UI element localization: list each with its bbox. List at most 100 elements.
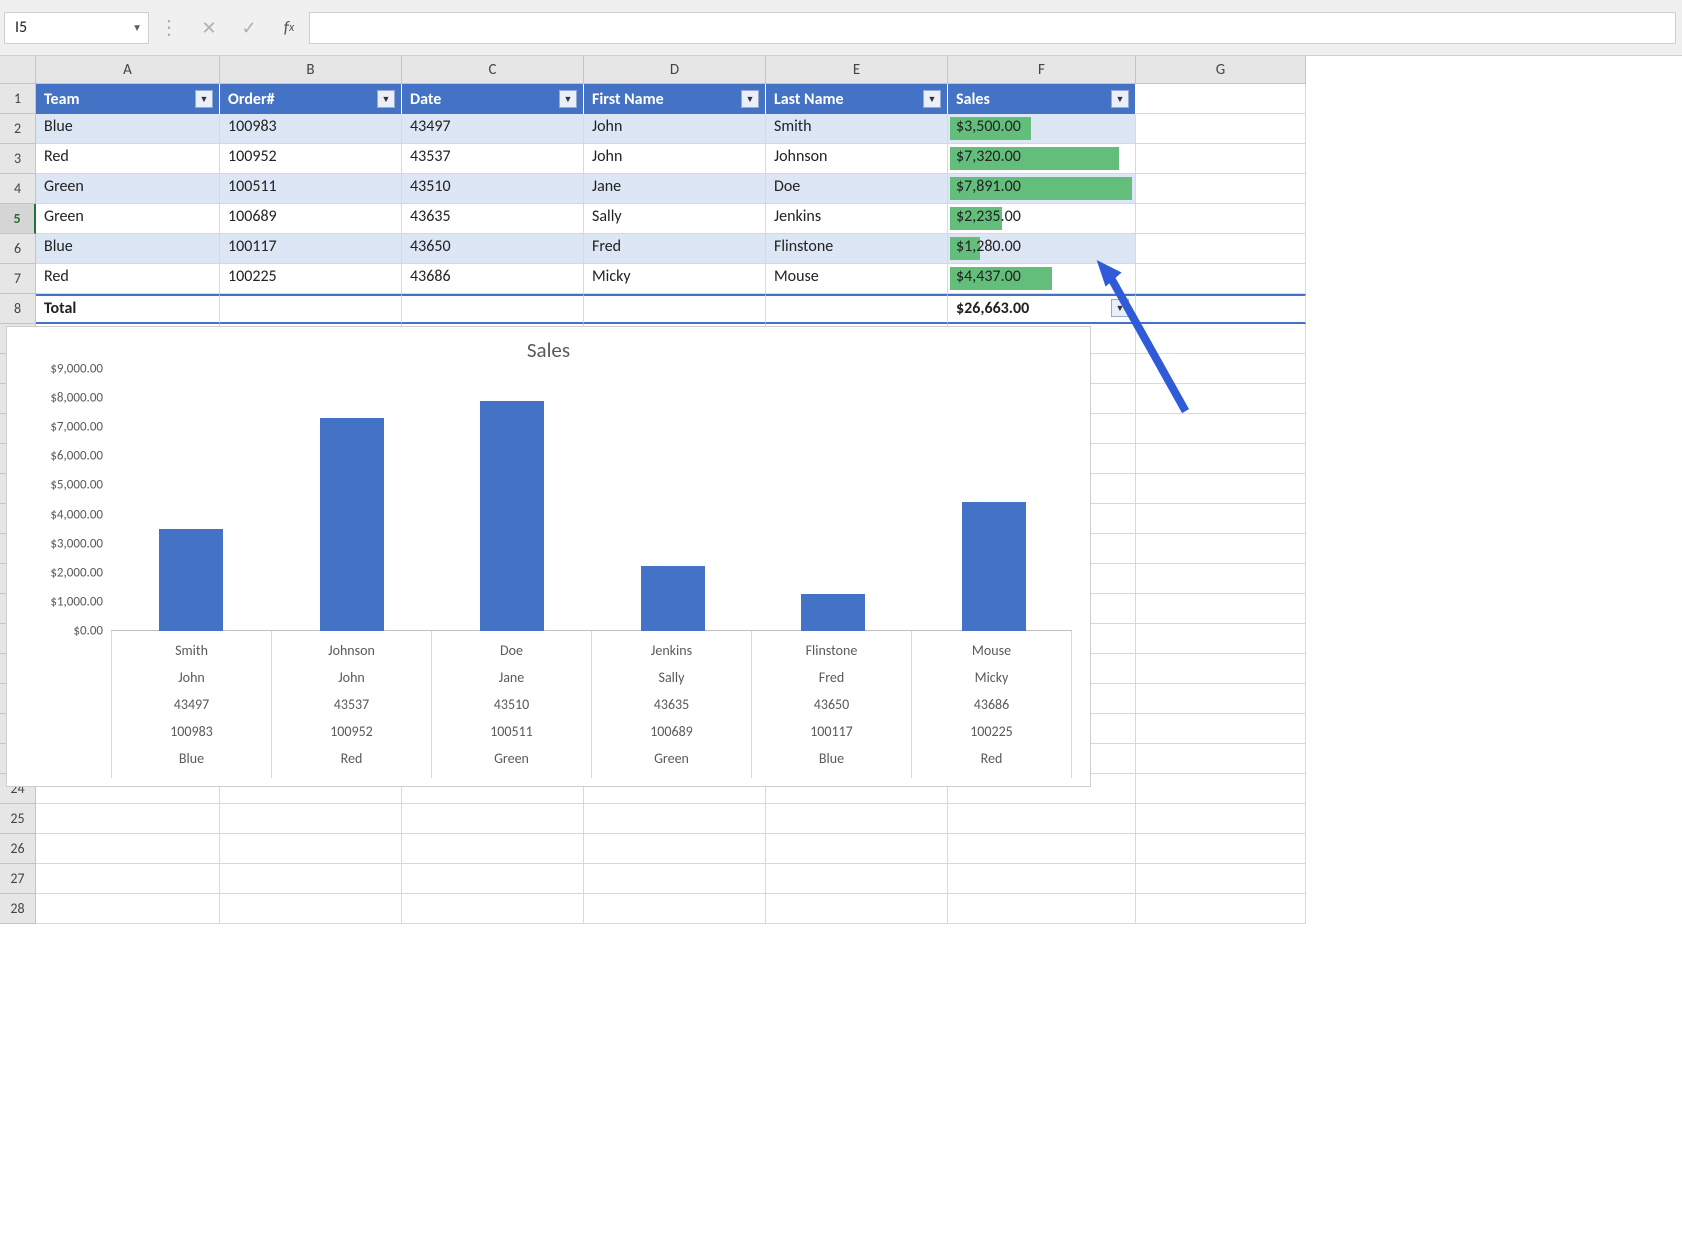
cell-A3[interactable]: Red xyxy=(36,144,220,174)
cell-F2[interactable]: $3,500.00 xyxy=(948,114,1136,144)
column-header-E[interactable]: E xyxy=(766,56,948,84)
row-header-6[interactable]: 6 xyxy=(0,234,36,264)
cell-A2[interactable]: Blue xyxy=(36,114,220,144)
cell-C7[interactable]: 43686 xyxy=(402,264,584,294)
chart-bar[interactable] xyxy=(641,566,705,631)
total-dropdown-icon[interactable]: ▼ xyxy=(1111,299,1129,317)
cell-A27[interactable] xyxy=(36,864,220,894)
cell-G8[interactable] xyxy=(1136,294,1306,324)
cell-C1[interactable]: Date▼ xyxy=(402,84,584,114)
cell-G24[interactable] xyxy=(1136,774,1306,804)
cell-C28[interactable] xyxy=(402,894,584,924)
cell-E6[interactable]: Flinstone xyxy=(766,234,948,264)
chevron-down-icon[interactable]: ▼ xyxy=(132,21,142,34)
column-header-G[interactable]: G xyxy=(1136,56,1306,84)
cell-G16[interactable] xyxy=(1136,534,1306,564)
column-header-F[interactable]: F xyxy=(948,56,1136,84)
cell-B6[interactable]: 100117 xyxy=(220,234,402,264)
cell-G1[interactable] xyxy=(1136,84,1306,114)
cell-A5[interactable]: Green xyxy=(36,204,220,234)
cell-D5[interactable]: Sally xyxy=(584,204,766,234)
filter-dropdown-icon[interactable]: ▼ xyxy=(741,90,759,108)
cell-E26[interactable] xyxy=(766,834,948,864)
cell-F28[interactable] xyxy=(948,894,1136,924)
cell-E28[interactable] xyxy=(766,894,948,924)
cell-G12[interactable] xyxy=(1136,414,1306,444)
fx-icon[interactable]: fx xyxy=(269,12,309,44)
cell-D27[interactable] xyxy=(584,864,766,894)
chart-bar[interactable] xyxy=(320,418,384,631)
cell-B27[interactable] xyxy=(220,864,402,894)
cell-G26[interactable] xyxy=(1136,834,1306,864)
cell-A4[interactable]: Green xyxy=(36,174,220,204)
cell-G20[interactable] xyxy=(1136,654,1306,684)
cell-G18[interactable] xyxy=(1136,594,1306,624)
cell-D28[interactable] xyxy=(584,894,766,924)
cell-B26[interactable] xyxy=(220,834,402,864)
column-header-A[interactable]: A xyxy=(36,56,220,84)
cell-E4[interactable]: Doe xyxy=(766,174,948,204)
cell-D2[interactable]: John xyxy=(584,114,766,144)
cell-E2[interactable]: Smith xyxy=(766,114,948,144)
row-header-8[interactable]: 8 xyxy=(0,294,36,324)
cell-G25[interactable] xyxy=(1136,804,1306,834)
row-header-28[interactable]: 28 xyxy=(0,894,36,924)
cell-G10[interactable] xyxy=(1136,354,1306,384)
cell-G27[interactable] xyxy=(1136,864,1306,894)
chart-bar[interactable] xyxy=(962,502,1026,631)
cell-B25[interactable] xyxy=(220,804,402,834)
cell-D1[interactable]: First Name▼ xyxy=(584,84,766,114)
row-header-1[interactable]: 1 xyxy=(0,84,36,114)
cell-A28[interactable] xyxy=(36,894,220,924)
chart-bar[interactable] xyxy=(801,594,865,631)
row-header-25[interactable]: 25 xyxy=(0,804,36,834)
cell-E1[interactable]: Last Name▼ xyxy=(766,84,948,114)
cell-B3[interactable]: 100952 xyxy=(220,144,402,174)
filter-dropdown-icon[interactable]: ▼ xyxy=(195,90,213,108)
cell-E27[interactable] xyxy=(766,864,948,894)
cancel-icon[interactable]: ✕ xyxy=(189,12,229,44)
cell-A25[interactable] xyxy=(36,804,220,834)
row-header-26[interactable]: 26 xyxy=(0,834,36,864)
cell-F4[interactable]: $7,891.00 xyxy=(948,174,1136,204)
cell-A6[interactable]: Blue xyxy=(36,234,220,264)
cell-F25[interactable] xyxy=(948,804,1136,834)
cell-E3[interactable]: Johnson xyxy=(766,144,948,174)
column-header-C[interactable]: C xyxy=(402,56,584,84)
cell-F26[interactable] xyxy=(948,834,1136,864)
cell-B7[interactable]: 100225 xyxy=(220,264,402,294)
filter-dropdown-icon[interactable]: ▼ xyxy=(559,90,577,108)
cell-C6[interactable]: 43650 xyxy=(402,234,584,264)
enter-icon[interactable]: ✓ xyxy=(229,12,269,44)
cell-F6[interactable]: $1,280.00 xyxy=(948,234,1136,264)
cell-E7[interactable]: Mouse xyxy=(766,264,948,294)
cell-C27[interactable] xyxy=(402,864,584,894)
row-header-5[interactable]: 5 xyxy=(0,204,36,234)
cell-B2[interactable]: 100983 xyxy=(220,114,402,144)
select-all-corner[interactable] xyxy=(0,56,36,84)
cell-D4[interactable]: Jane xyxy=(584,174,766,204)
cell-A7[interactable]: Red xyxy=(36,264,220,294)
cell-B4[interactable]: 100511 xyxy=(220,174,402,204)
cell-G3[interactable] xyxy=(1136,144,1306,174)
name-box[interactable]: I5 ▼ xyxy=(4,12,149,44)
cell-G5[interactable] xyxy=(1136,204,1306,234)
cell-F1[interactable]: Sales▼ xyxy=(948,84,1136,114)
cell-D8[interactable] xyxy=(584,294,766,324)
row-header-2[interactable]: 2 xyxy=(0,114,36,144)
cell-G23[interactable] xyxy=(1136,744,1306,774)
cell-C4[interactable]: 43510 xyxy=(402,174,584,204)
filter-dropdown-icon[interactable]: ▼ xyxy=(377,90,395,108)
chart-bar[interactable] xyxy=(480,401,544,631)
cell-F5[interactable]: $2,235.00 xyxy=(948,204,1136,234)
cell-G11[interactable] xyxy=(1136,384,1306,414)
row-header-3[interactable]: 3 xyxy=(0,144,36,174)
cell-A8[interactable]: Total xyxy=(36,294,220,324)
cell-D7[interactable]: Micky xyxy=(584,264,766,294)
column-header-B[interactable]: B xyxy=(220,56,402,84)
cell-C25[interactable] xyxy=(402,804,584,834)
cell-A1[interactable]: Team▼ xyxy=(36,84,220,114)
column-header-D[interactable]: D xyxy=(584,56,766,84)
cell-C3[interactable]: 43537 xyxy=(402,144,584,174)
cell-A26[interactable] xyxy=(36,834,220,864)
